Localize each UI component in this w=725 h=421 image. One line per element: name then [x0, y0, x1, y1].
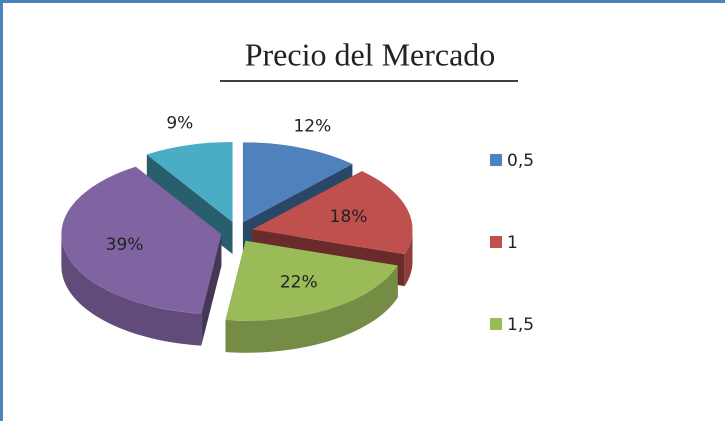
slice-side [225, 265, 398, 353]
data-label: 18% [330, 207, 368, 227]
legend-label: 1,5 [507, 315, 534, 335]
pie-slice [61, 166, 222, 346]
slice-top [225, 240, 398, 321]
data-label: 12% [293, 117, 331, 137]
slice-top [242, 142, 353, 223]
slice-side [61, 234, 202, 346]
data-label: 22% [280, 273, 318, 293]
pie-slice [225, 240, 398, 353]
slice-top [146, 142, 233, 223]
data-label: 39% [106, 235, 144, 255]
legend-swatch [490, 236, 502, 248]
data-label: 9% [166, 113, 193, 133]
legend-label: 0,5 [507, 151, 534, 171]
legend-swatch [490, 318, 502, 330]
legend-label: 1 [507, 233, 518, 253]
chart-title: Precio del Mercado [245, 36, 496, 72]
slice-top [61, 166, 222, 314]
slice-top [252, 171, 413, 255]
legend-swatch [490, 154, 502, 166]
slice-side [404, 229, 413, 287]
